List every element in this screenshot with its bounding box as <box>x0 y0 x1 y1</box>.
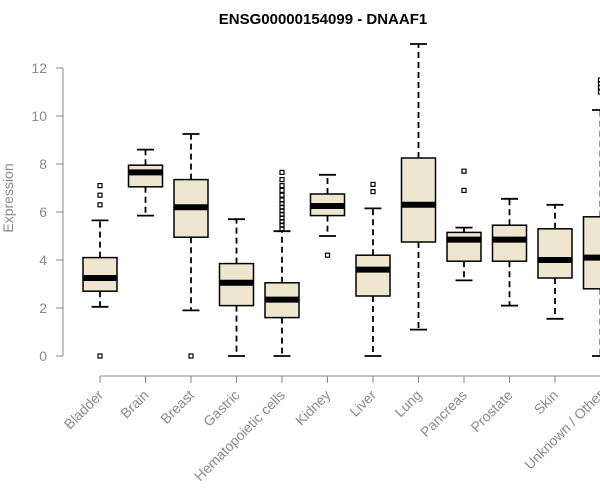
outlier-point <box>597 84 600 90</box>
iqr-box <box>491 224 528 262</box>
outlier-point <box>97 353 103 359</box>
outlier-point <box>461 187 467 193</box>
box-breast <box>173 133 209 359</box>
outlier-point <box>461 168 467 174</box>
box-prostate <box>491 197 528 307</box>
x-tick-label: Hematopoietic cells <box>191 387 288 484</box>
y-tick-label: 6 <box>39 204 47 220</box>
box-group <box>82 43 600 359</box>
x-tick-label: Lung <box>391 387 424 420</box>
iqr-box <box>400 157 437 243</box>
iqr-box <box>537 228 573 279</box>
outlier-point <box>597 89 600 95</box>
y-tick-label: 12 <box>31 60 47 76</box>
outlier-point <box>188 353 194 359</box>
y-tick-label: 2 <box>39 300 47 316</box>
outlier-point <box>97 183 103 189</box>
x-tick-label: Bladder <box>61 387 107 433</box>
outlier-point <box>370 181 376 187</box>
outlier-point <box>279 187 285 193</box>
box-kidney <box>309 173 346 258</box>
x-tick-label: Kidney <box>292 387 334 429</box>
y-tick-label: 4 <box>39 252 47 268</box>
outlier-point <box>279 197 285 203</box>
outlier-point <box>97 192 103 198</box>
y-tick-label: 10 <box>31 108 47 124</box>
x-tick-label: Gastric <box>200 387 243 430</box>
outlier-point <box>279 192 285 198</box>
box-unknown-other <box>582 77 600 357</box>
box-liver <box>355 181 391 357</box>
y-axis: 0 2 4 6 8 10 12 <box>31 60 64 364</box>
iqr-box <box>127 164 164 188</box>
y-tick-label: 0 <box>39 348 47 364</box>
x-tick-label: Skin <box>531 387 562 418</box>
box-bladder <box>82 183 118 359</box>
iqr-box <box>82 256 118 292</box>
chart-title: ENSG00000154099 - DNAAF1 <box>219 11 427 28</box>
iqr-box <box>355 254 391 297</box>
x-tick-label: Unknown / Other <box>521 387 600 473</box>
outlier-point <box>597 80 600 87</box>
outlier-point <box>279 169 285 175</box>
box-pancreas <box>446 168 482 282</box>
y-tick-label: 8 <box>39 156 47 172</box>
x-tick-label: Prostate <box>467 387 515 435</box>
outlier-point <box>279 177 285 183</box>
x-tick-label: Liver <box>346 387 379 420</box>
outlier-point <box>279 183 285 189</box>
box-brain <box>127 148 164 217</box>
box-gastric <box>218 218 255 357</box>
outlier-point <box>597 77 600 83</box>
outlier-point <box>324 252 331 258</box>
iqr-box <box>582 216 600 290</box>
x-tick-label: Pancreas <box>417 387 470 440</box>
outlier-point <box>370 189 376 195</box>
y-axis-title: Expression <box>0 163 16 232</box>
box-hematopoietic-cells <box>264 169 300 357</box>
box-skin <box>537 203 573 320</box>
box-lung <box>400 43 437 331</box>
x-tick-label: Brain <box>117 387 151 421</box>
outlier-point <box>97 202 103 208</box>
x-tick-label: Breast <box>157 387 197 427</box>
